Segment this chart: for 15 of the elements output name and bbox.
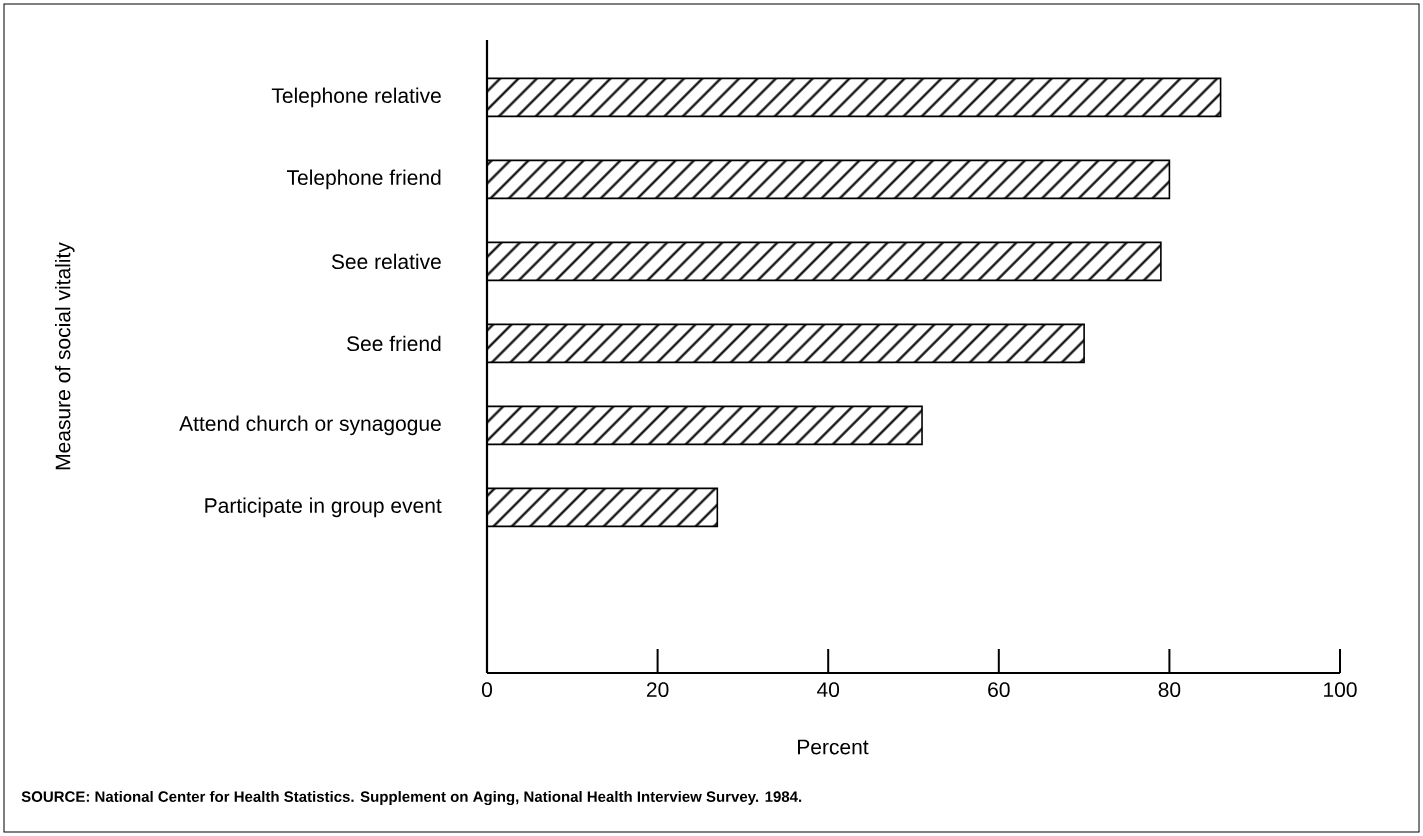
x-tick-label: 40 — [817, 682, 840, 698]
x-tick-label: 80 — [1158, 682, 1181, 698]
y-tick-label: See friend — [347, 335, 441, 352]
y-tick-label: Attend church or synagogue — [179, 415, 441, 436]
y-tick-label: See relative — [331, 253, 441, 270]
x-tick-label: 60 — [988, 682, 1010, 698]
source-note: SOURCE: National Center for Health Statistics. Supplement on Aging, National Health Interview Survey. 1984. — [21, 790, 802, 806]
x-tick-label: 100 — [1324, 682, 1357, 698]
x-tick-label: 20 — [646, 682, 669, 698]
x-axis-title: Percent — [798, 739, 869, 755]
y-axis-title: Measure of social vitality — [54, 242, 75, 470]
y-tick-label: Participate in group event — [205, 497, 442, 518]
y-tick-label: Telephone relative — [271, 87, 441, 108]
y-tick-label: Telephone friend — [286, 169, 441, 190]
x-tick-label: 0 — [481, 682, 493, 698]
